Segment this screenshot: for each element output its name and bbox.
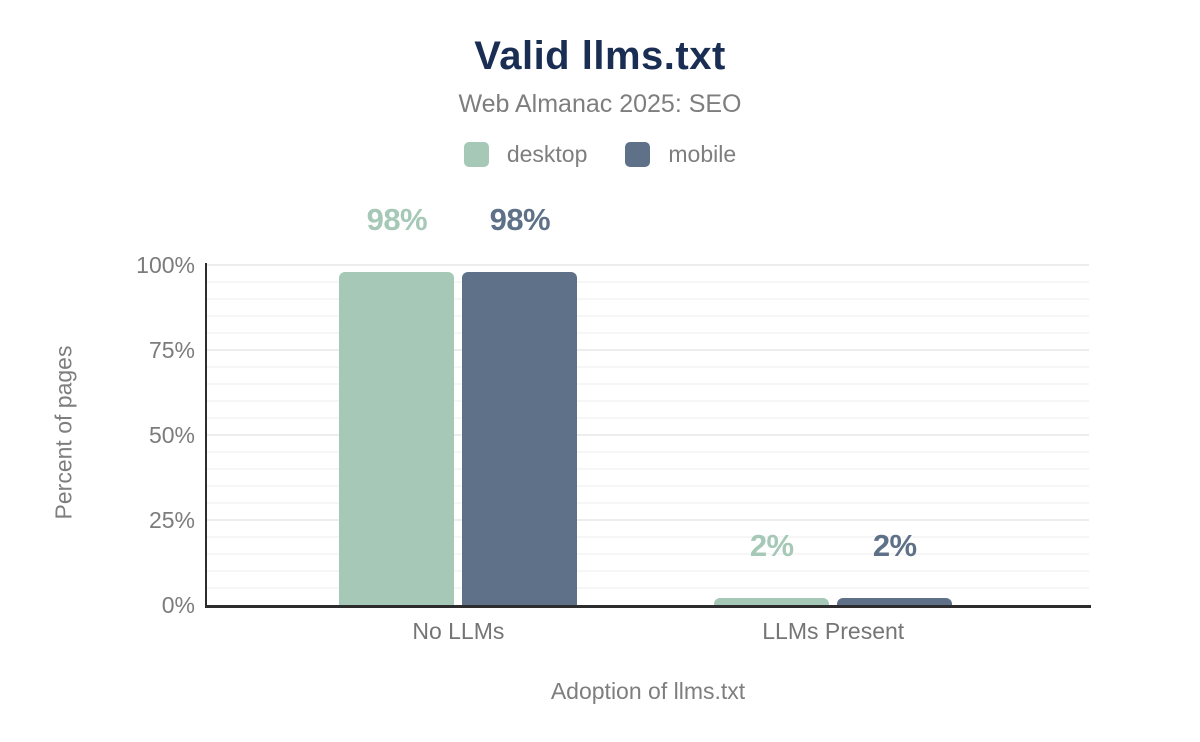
gridline [207,468,1089,470]
bar-desktop-1[interactable] [714,598,830,605]
gridline [207,400,1089,402]
gridline [207,502,1089,504]
bar-value-label: 2% [872,528,917,564]
plot-area: 0% 25% 50% 75% 100% 98% 98% 2% 2% [136,202,1091,617]
gridline [207,281,1089,283]
gridline [207,366,1089,368]
gridline [207,298,1089,300]
bar-value-label: 98% [489,201,551,237]
legend-label: desktop [506,141,588,167]
bar-value-label: 2% [749,528,794,564]
x-axis-line [205,605,1091,608]
bar-desktop-0[interactable] [339,271,455,605]
gridline [207,434,1089,436]
gridline [207,536,1089,538]
y-axis-tick-label: 25% [148,507,195,533]
bar-mobile-1[interactable] [837,598,953,605]
legend-swatch [463,142,489,167]
gridline [207,315,1089,317]
y-axis-tick-label: 75% [148,337,195,363]
gridline [207,332,1089,334]
legend-label: mobile [668,141,737,167]
bar-value-label: 98% [366,201,428,237]
x-axis-category-label: No LLMs [412,618,505,644]
x-axis-title: Adoption of llms.txt [550,678,746,704]
x-axis-category-label: LLMs Present [762,618,905,644]
gridline [207,349,1089,351]
gridline [207,264,1089,266]
y-axis-tick-label: 0% [161,592,195,618]
y-axis-tick-label: 100% [136,252,195,278]
legend-item-desktop[interactable]: desktop [463,141,588,168]
chart-title: Valid llms.txt [474,34,726,78]
gridline [207,485,1089,487]
y-axis-line [205,263,207,607]
gridline [207,451,1089,453]
legend: desktop mobile [0,141,1200,168]
legend-swatch [625,142,651,167]
gridline [207,587,1089,589]
legend-item-mobile[interactable]: mobile [625,141,736,168]
bar-mobile-0[interactable] [462,271,578,605]
gridline [207,519,1089,521]
chart-subtitle: Web Almanac 2025: SEO [458,90,742,118]
gridline [207,553,1089,555]
gridline [207,570,1089,572]
gridline [207,417,1089,419]
y-axis-title: Percent of pages [50,345,77,520]
gridline [207,383,1089,385]
y-axis-tick-label: 50% [148,422,195,448]
